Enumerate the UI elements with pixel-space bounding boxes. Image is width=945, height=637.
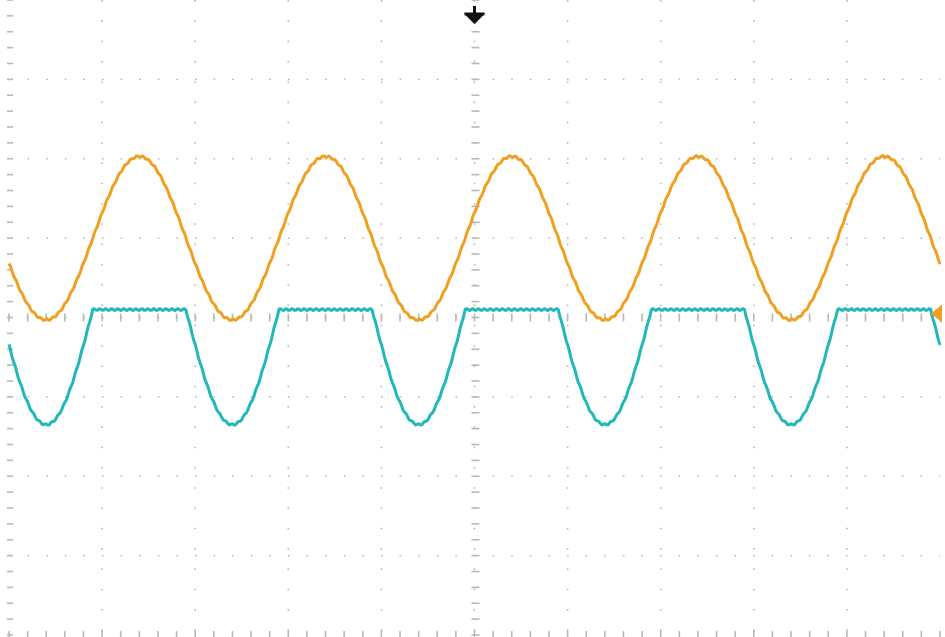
graticule (7, 0, 941, 637)
waveform-trace-1 (7, 154, 942, 323)
waveform-traces (7, 154, 942, 427)
scope-markers (463, 6, 942, 323)
waveform-trace-2 (7, 307, 942, 427)
trigger-level-marker-icon (931, 304, 942, 323)
trigger-position-marker-icon (463, 6, 486, 25)
